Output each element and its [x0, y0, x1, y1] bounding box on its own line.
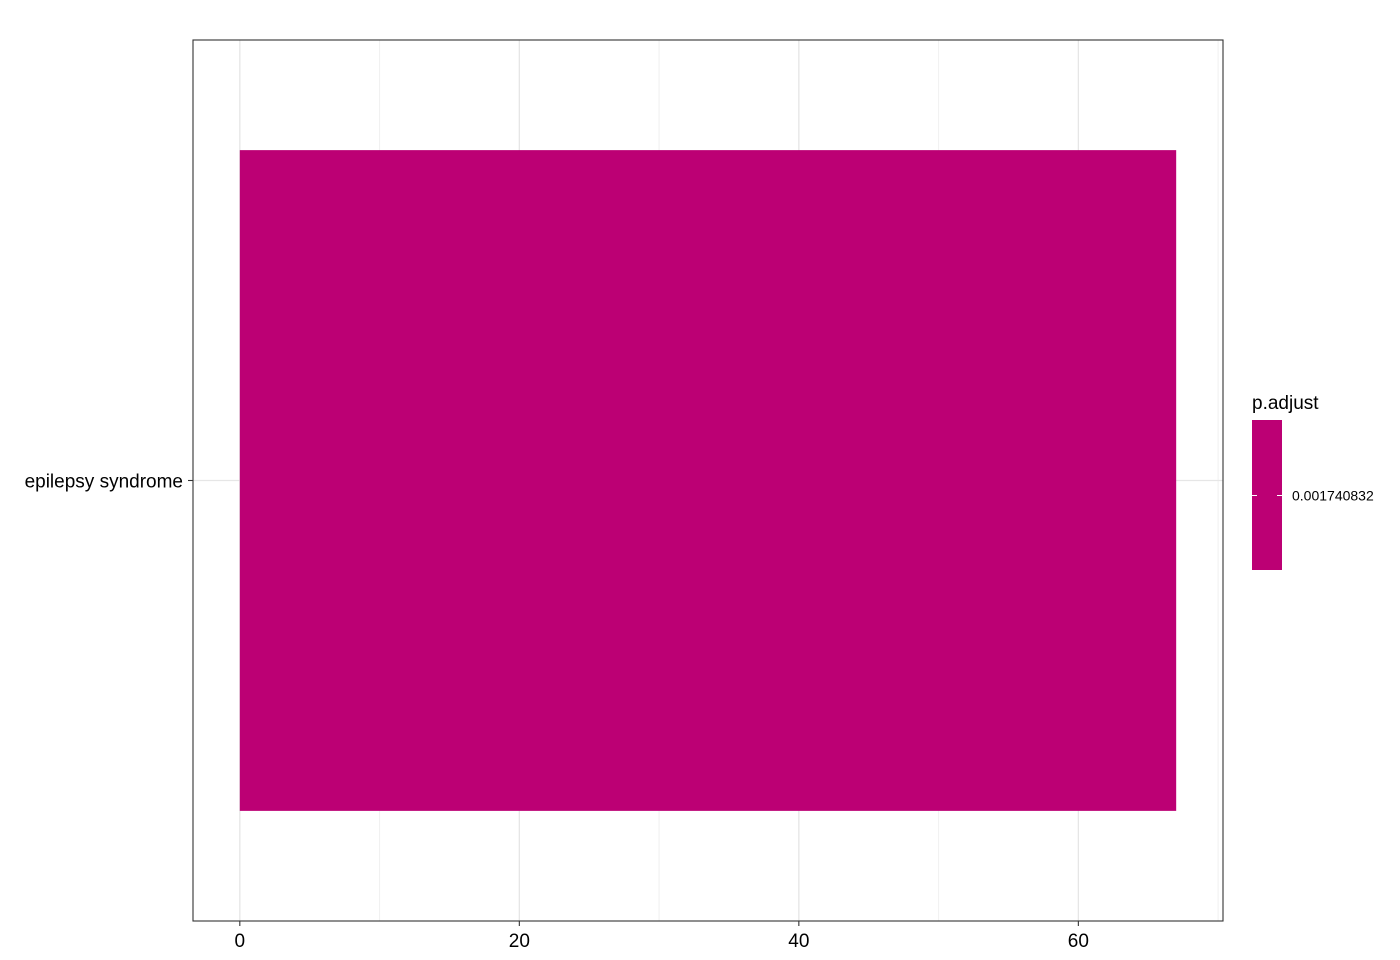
- legend-label: 0.001740832: [1292, 488, 1374, 504]
- y-tick-label: epilepsy syndrome: [25, 472, 183, 493]
- x-tick-label: 40: [788, 931, 809, 952]
- legend-title: p.adjust: [1252, 393, 1319, 414]
- x-tick-label: 60: [1068, 931, 1089, 952]
- x-tick-label: 20: [509, 931, 530, 952]
- x-axis: 0 20 40 60: [235, 921, 1089, 952]
- y-axis: epilepsy syndrome: [25, 472, 193, 493]
- x-tick-label: 0: [235, 931, 246, 952]
- bar: [239, 150, 1177, 811]
- legend: p.adjust 0.001740832: [1252, 393, 1374, 570]
- bars: [239, 150, 1177, 811]
